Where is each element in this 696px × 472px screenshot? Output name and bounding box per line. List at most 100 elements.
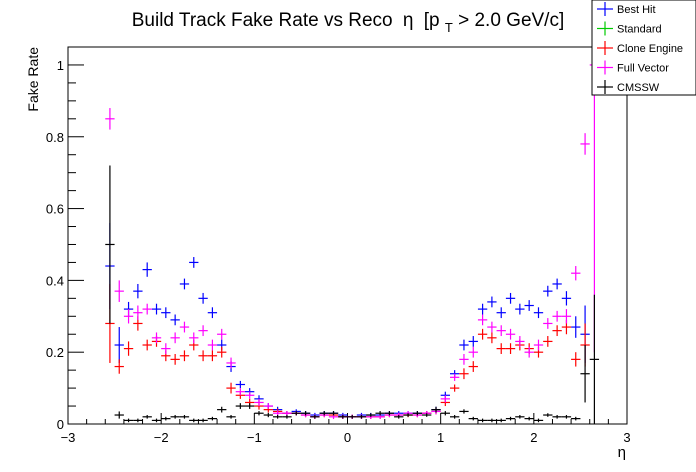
data-point xyxy=(133,305,143,320)
data-point xyxy=(319,411,329,416)
data-point xyxy=(310,415,320,419)
data-point xyxy=(189,332,199,344)
x-tick-label: −3 xyxy=(61,430,76,445)
legend-label: Standard xyxy=(617,24,662,36)
data-point xyxy=(105,165,115,324)
data-point xyxy=(468,361,478,372)
data-point xyxy=(431,406,441,413)
data-point xyxy=(552,310,562,322)
data-point xyxy=(589,294,600,424)
data-point xyxy=(561,415,572,419)
data-point xyxy=(245,391,255,399)
data-point xyxy=(571,266,581,281)
data-point xyxy=(571,316,581,338)
data-point xyxy=(487,296,497,308)
title-rest: > 2.0 GeV/c] xyxy=(458,10,564,31)
data-point xyxy=(291,411,301,416)
x-axis-label: η xyxy=(618,444,626,461)
data-point xyxy=(123,418,134,423)
data-point xyxy=(543,318,553,329)
data-point xyxy=(226,382,236,394)
data-point xyxy=(524,416,534,421)
data-point xyxy=(179,415,190,419)
data-point xyxy=(477,303,488,315)
title-main: Build Track Fake Rate vs Reco xyxy=(132,10,393,31)
legend-entry: Best Hit xyxy=(597,2,656,16)
data-point xyxy=(114,411,124,419)
series-cmssw xyxy=(105,165,600,424)
data-point xyxy=(123,309,134,324)
data-point xyxy=(543,413,553,417)
data-point xyxy=(142,339,152,351)
data-point xyxy=(235,403,246,409)
data-point xyxy=(226,415,236,419)
data-point xyxy=(198,292,208,304)
x-tick-label: 2 xyxy=(530,430,537,445)
data-point xyxy=(533,307,544,319)
data-point xyxy=(496,325,506,337)
data-point xyxy=(245,403,255,409)
y-tick-label: 1 xyxy=(57,58,64,73)
data-point xyxy=(105,108,115,130)
data-point xyxy=(477,418,488,423)
data-point xyxy=(524,346,534,358)
data-point xyxy=(543,336,553,347)
chart-title: Build Track Fake Rate vs Reco η [p T > 2… xyxy=(132,10,565,37)
data-point xyxy=(179,278,190,290)
data-point xyxy=(170,415,180,419)
data-point xyxy=(505,343,516,354)
data-point xyxy=(496,343,506,354)
data-point xyxy=(533,339,544,351)
data-point xyxy=(207,350,218,362)
data-point xyxy=(394,415,404,419)
x-tick-label: 0 xyxy=(344,430,351,445)
data-point xyxy=(543,285,553,297)
data-point xyxy=(440,411,450,416)
data-point xyxy=(217,406,227,413)
data-point xyxy=(533,418,544,423)
y-tick-label: 0.4 xyxy=(46,273,64,288)
data-point xyxy=(449,415,460,419)
x-tick-label: 1 xyxy=(437,430,444,445)
legend: Best Hit Standard Clone Engine Full Vector C… xyxy=(591,0,696,96)
data-point xyxy=(580,345,590,403)
data-point xyxy=(505,292,516,304)
data-point xyxy=(468,346,478,358)
data-point xyxy=(459,339,469,351)
data-point xyxy=(170,332,180,344)
data-point xyxy=(170,314,180,326)
data-point xyxy=(561,309,572,324)
data-point xyxy=(515,336,525,347)
data-point xyxy=(552,278,562,290)
y-tick-label: 0 xyxy=(57,417,64,432)
x-tick-label: −2 xyxy=(154,430,169,445)
data-point xyxy=(133,283,143,299)
data-point xyxy=(142,415,152,419)
data-point xyxy=(114,359,124,374)
data-point xyxy=(459,368,469,380)
data-point xyxy=(552,325,562,337)
data-point xyxy=(505,416,516,421)
data-point xyxy=(468,416,478,421)
data-point xyxy=(580,133,590,155)
data-point xyxy=(375,414,385,419)
data-point xyxy=(375,411,385,416)
data-point xyxy=(515,415,525,419)
title-pt-subscript: T xyxy=(445,20,453,35)
data-point xyxy=(161,416,171,421)
data-point xyxy=(300,411,311,416)
legend-label: Clone Engine xyxy=(617,43,683,55)
data-point xyxy=(235,380,246,389)
data-point xyxy=(561,291,572,306)
data-point xyxy=(179,321,190,333)
legend-entry: Standard xyxy=(597,21,662,36)
data-point xyxy=(366,413,376,417)
data-point xyxy=(254,398,264,407)
data-points xyxy=(105,54,600,424)
data-point xyxy=(161,307,171,319)
data-point xyxy=(142,262,152,277)
data-point xyxy=(114,280,124,302)
x-tick-label: 3 xyxy=(623,430,630,445)
data-point xyxy=(477,314,488,326)
